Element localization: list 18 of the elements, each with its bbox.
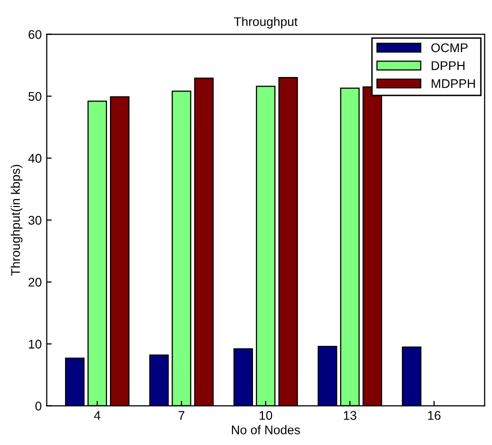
y-tick-label: 60: [28, 30, 42, 39]
chart-title: Throughput: [234, 16, 298, 29]
y-tick-label: 20: [28, 278, 42, 287]
y-tick-label: 0: [35, 402, 42, 410]
y-axis-title: Throughput(in kbps): [10, 164, 22, 276]
x-tick-label: 13: [344, 411, 356, 420]
y-tick-label: 40: [28, 154, 42, 163]
legend-label: DPPH: [432, 61, 464, 70]
legend-label: MDPPH: [432, 79, 475, 88]
y-tick-label: 50: [28, 92, 42, 101]
x-tick-label: 4: [94, 411, 100, 420]
x-tick-label: 16: [428, 411, 440, 420]
x-tick-label: 10: [260, 411, 272, 420]
y-tick-label: 10: [28, 340, 42, 349]
x-axis-title: No of Nodes: [232, 425, 300, 434]
x-tick-label: 7: [178, 411, 184, 420]
legend-label: OCMP: [431, 43, 468, 52]
y-tick-label: 30: [28, 216, 42, 225]
